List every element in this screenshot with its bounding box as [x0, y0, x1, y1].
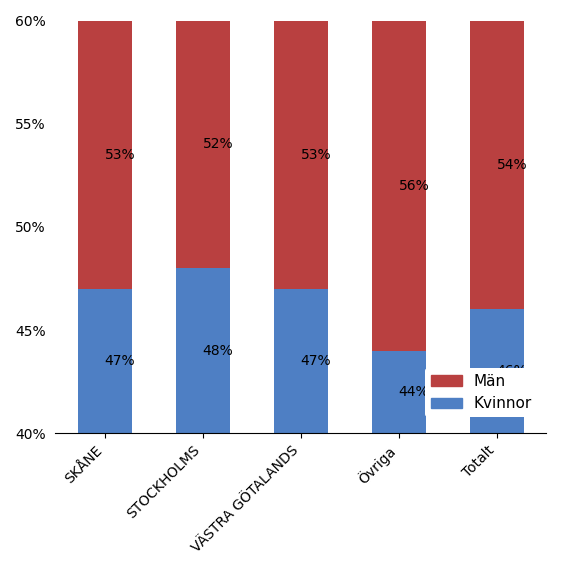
- Bar: [470, 310, 524, 433]
- Text: 47%: 47%: [301, 354, 332, 368]
- Bar: [176, 268, 229, 433]
- Text: 52%: 52%: [203, 137, 233, 152]
- Bar: [372, 351, 426, 433]
- Text: 53%: 53%: [105, 148, 135, 162]
- Bar: [78, 21, 132, 289]
- Text: 53%: 53%: [301, 148, 332, 162]
- Bar: [274, 289, 328, 433]
- Bar: [372, 21, 426, 351]
- Text: 47%: 47%: [105, 354, 135, 368]
- Legend: Män, Kvinnor: Män, Kvinnor: [425, 368, 539, 417]
- Text: 56%: 56%: [399, 178, 430, 193]
- Text: 46%: 46%: [496, 364, 527, 378]
- Bar: [470, 21, 524, 310]
- Text: 54%: 54%: [496, 158, 527, 172]
- Bar: [78, 289, 132, 433]
- Text: 44%: 44%: [399, 385, 429, 399]
- Bar: [274, 21, 328, 289]
- Bar: [176, 21, 229, 268]
- Text: 48%: 48%: [203, 344, 233, 358]
